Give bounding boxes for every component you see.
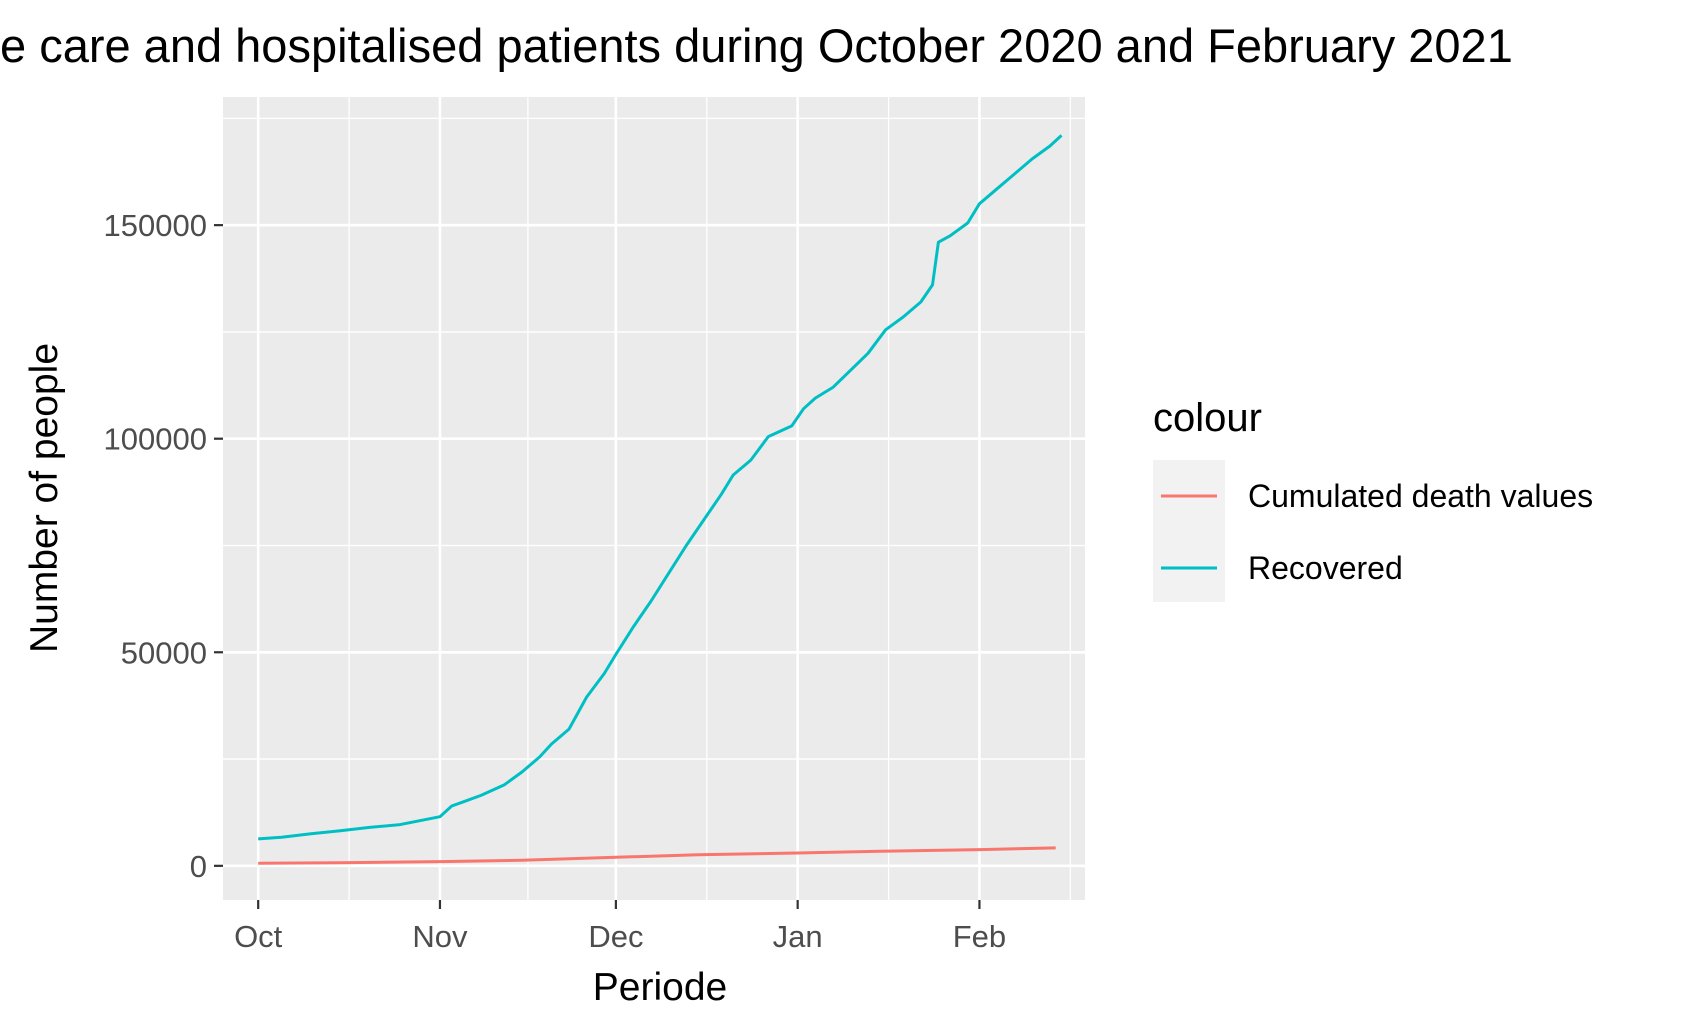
chart-title: e care and hospitalised patients during …	[0, 19, 1513, 72]
legend-item-label: Cumulated death values	[1248, 478, 1593, 514]
series-lines	[258, 134, 1063, 865]
legend-title: colour	[1153, 396, 1262, 440]
minor-gridlines	[223, 97, 1085, 900]
x-tick-label: Jan	[773, 919, 823, 954]
y-tick-label: 0	[190, 849, 207, 884]
x-tick-label: Nov	[412, 919, 468, 954]
legend-item: Recovered	[1161, 550, 1403, 586]
y-tick-label: 50000	[121, 635, 207, 670]
x-tick-label: Feb	[953, 919, 1006, 954]
legend-item-label: Recovered	[1248, 550, 1403, 586]
x-tick-label: Oct	[234, 919, 283, 954]
series-line-recovered	[258, 134, 1063, 841]
legend: colour Cumulated death values Recovered	[1153, 396, 1593, 602]
x-axis: Oct Nov Dec Jan Feb	[234, 900, 1006, 954]
legend-item: Cumulated death values	[1161, 478, 1593, 514]
plot-panel	[223, 97, 1085, 900]
y-axis-label: Number of people	[23, 343, 66, 653]
y-tick-label: 100000	[104, 422, 207, 457]
y-tick-label: 150000	[104, 208, 207, 243]
y-axis: 0 50000 100000 150000	[104, 208, 223, 884]
major-gridlines	[223, 97, 1085, 900]
x-axis-label: Periode	[593, 966, 727, 1009]
series-line-cumulated-death-values	[258, 846, 1056, 865]
x-tick-label: Dec	[588, 919, 643, 954]
legend-key-background	[1153, 460, 1225, 602]
